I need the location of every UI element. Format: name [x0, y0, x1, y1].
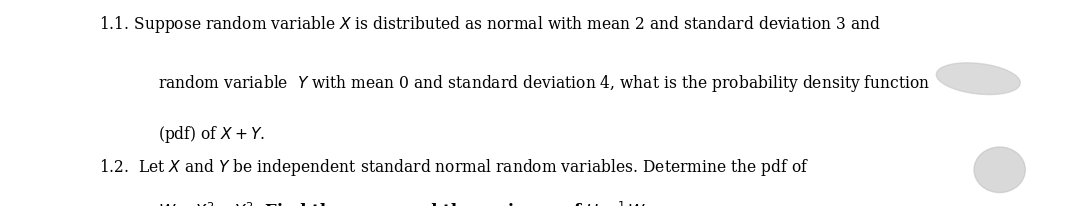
- Text: 1.1. Suppose random variable $X$ is distributed as normal with mean 2 and standa: 1.1. Suppose random variable $X$ is dist…: [99, 14, 881, 35]
- Text: $W = X^2 +  Y^2$. Find the mean and the variance of $U = \frac{1}{2}W$.: $W = X^2 + Y^2$. Find the mean and the v…: [158, 198, 649, 206]
- Text: (pdf) of $X + Y$.: (pdf) of $X + Y$.: [158, 124, 265, 144]
- Ellipse shape: [937, 63, 1020, 95]
- Text: 1.2.  Let $X$ and $Y$ be independent standard normal random variables. Determine: 1.2. Let $X$ and $Y$ be independent stan…: [99, 157, 810, 177]
- Ellipse shape: [974, 147, 1025, 193]
- Text: random variable  $Y$ with mean 0 and standard deviation 4, what is the probabili: random variable $Y$ with mean 0 and stan…: [158, 73, 930, 94]
